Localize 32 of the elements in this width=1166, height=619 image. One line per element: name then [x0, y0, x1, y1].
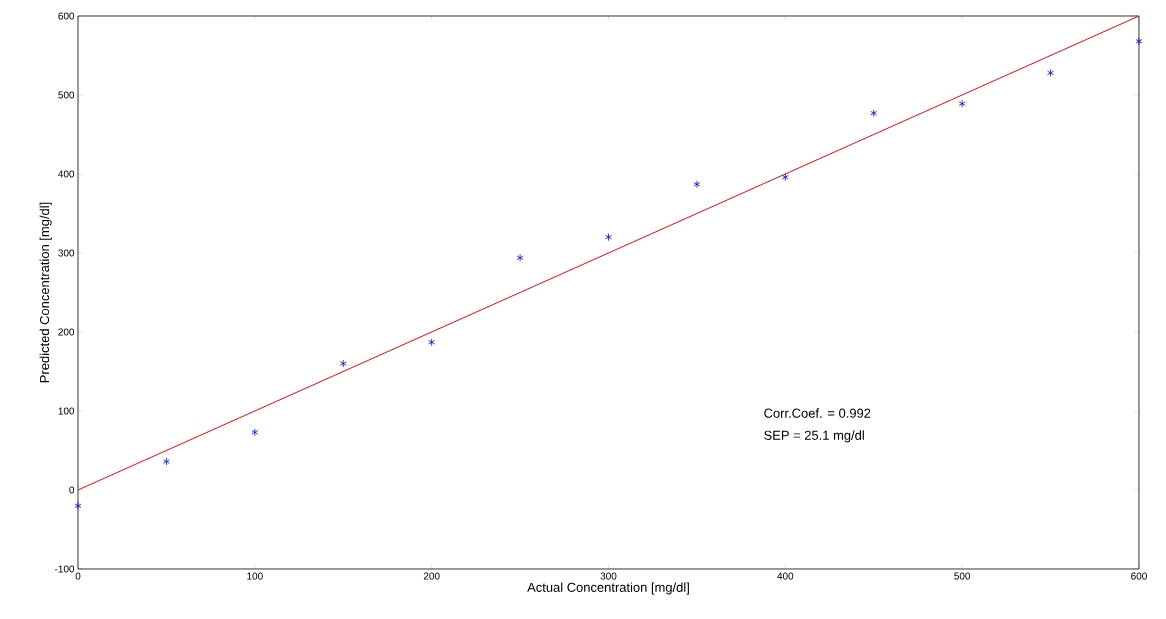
point [870, 109, 878, 118]
point [339, 359, 347, 368]
y-tick-label: -100 [54, 565, 75, 573]
y-tick-label: 300 [58, 249, 75, 257]
point [958, 99, 966, 108]
point [781, 173, 789, 182]
point [516, 253, 524, 262]
point [1047, 68, 1054, 77]
y-axis-title: Predicted Concentration [mg/dl] [39, 202, 52, 383]
point [251, 428, 259, 437]
y-tick-label: 600 [58, 12, 75, 20]
point [1135, 37, 1143, 46]
x-tick-label: 400 [777, 572, 794, 580]
annotation: SEP = 25.1 mg/dl [764, 430, 864, 443]
x-tick-label: 500 [954, 572, 971, 580]
y-tick-label: 400 [58, 170, 75, 178]
x-tick-label: 600 [1131, 572, 1147, 580]
y-tick-label: 100 [58, 407, 75, 415]
point [693, 180, 701, 189]
point [428, 338, 436, 347]
y-tick-label: 0 [69, 486, 75, 494]
y-tick-label: 500 [58, 91, 75, 99]
annotation: Corr.Coef. = 0.992 [764, 408, 871, 418]
x-tick-label: 0 [75, 572, 81, 580]
x-tick-label: 100 [247, 572, 263, 580]
x-axis-title: Actual Concentration [mg/dl] [527, 582, 689, 595]
point [605, 233, 612, 242]
x-tick-label: 200 [423, 572, 440, 580]
x-tick-label: 300 [600, 572, 617, 580]
point [74, 501, 82, 510]
y-tick-label: 200 [58, 328, 75, 336]
point [162, 457, 170, 466]
